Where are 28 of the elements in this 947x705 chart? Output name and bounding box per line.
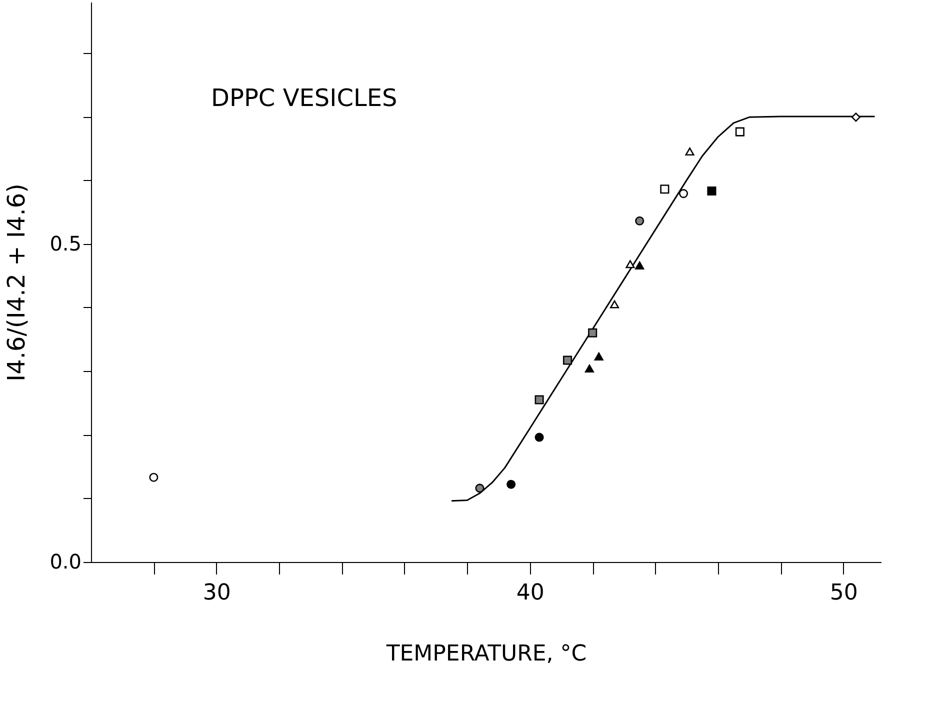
- point: [594, 352, 604, 360]
- point: [678, 189, 688, 198]
- point: [149, 472, 158, 482]
- point: [707, 186, 716, 196]
- point: [506, 480, 516, 489]
- x-tick-label: 50: [830, 580, 858, 606]
- point: [851, 112, 860, 122]
- point: [660, 184, 670, 194]
- line-series: [450, 116, 876, 502]
- x-tick-label: 30: [202, 580, 231, 606]
- x-axis-title: TEMPERATURE, °C: [385, 642, 587, 666]
- point: [584, 364, 594, 373]
- y-axis-title: I4.6/(I4.2 + I4.6): [2, 184, 31, 382]
- point: [635, 216, 644, 226]
- point: [610, 300, 620, 308]
- y-tick-label: 0.5: [50, 231, 82, 256]
- point: [475, 484, 484, 493]
- point: [562, 356, 572, 365]
- point: [735, 127, 744, 136]
- point: [685, 148, 694, 156]
- x-tick-label: 40: [516, 580, 544, 606]
- point: [588, 328, 598, 338]
- y-tick-label: 0.0: [50, 550, 82, 574]
- point: [635, 261, 644, 270]
- point: [534, 395, 544, 404]
- point: [626, 260, 635, 268]
- annotation: DPPC VESICLES: [211, 84, 398, 112]
- point: [534, 432, 544, 442]
